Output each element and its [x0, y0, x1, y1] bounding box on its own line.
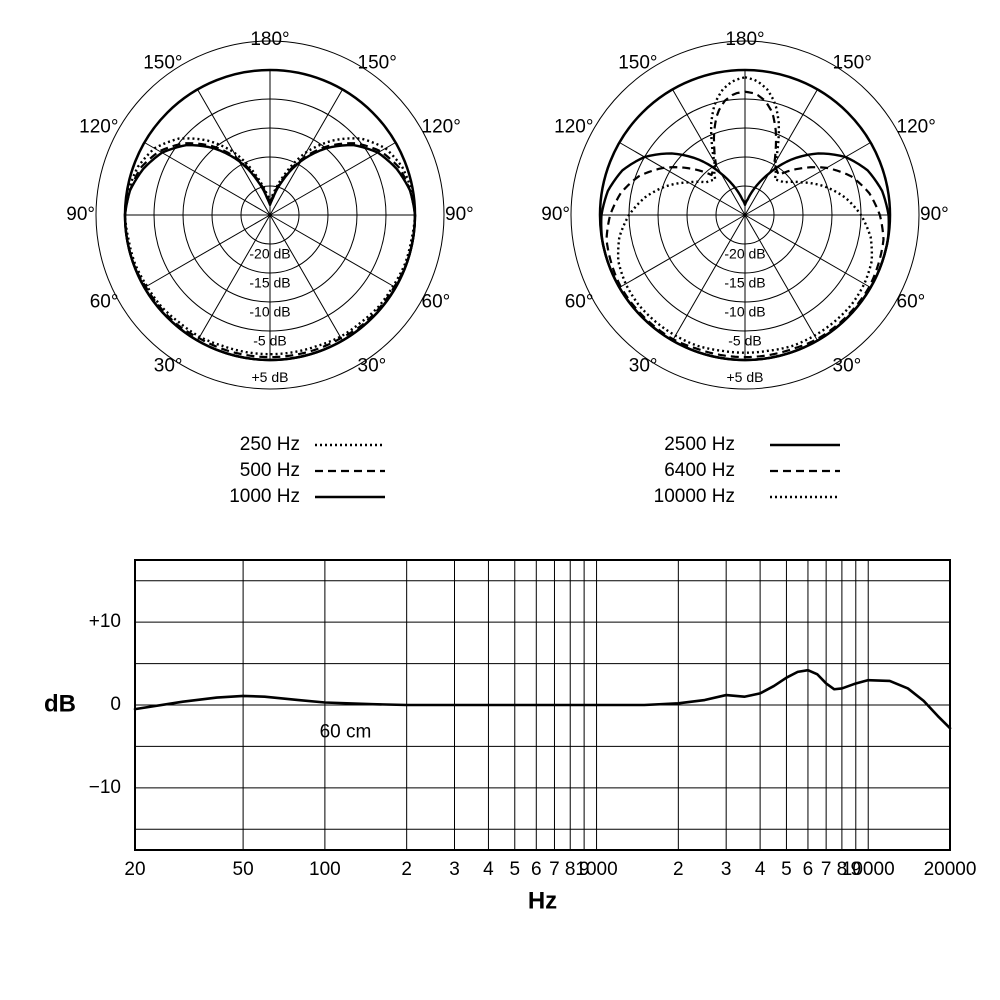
svg-text:10000 Hz: 10000 Hz	[654, 486, 735, 507]
svg-text:2500 Hz: 2500 Hz	[664, 434, 735, 455]
svg-text:-10 dB: -10 dB	[249, 304, 290, 320]
svg-text:-20 dB: -20 dB	[724, 246, 765, 262]
legend: 250 Hz 500 Hz 1000 Hz	[229, 434, 385, 507]
svg-text:50: 50	[233, 859, 254, 880]
svg-text:90°: 90°	[66, 204, 95, 225]
svg-text:+5 dB: +5 dB	[252, 369, 289, 385]
svg-text:7: 7	[821, 859, 832, 880]
polar-plot: 180° 150° 120° 90° 60° 30° 30° 60° 90° 120° 150° -2…	[541, 29, 948, 389]
svg-text:120°: 120°	[422, 117, 461, 138]
svg-text:6: 6	[803, 859, 814, 880]
svg-text:150°: 150°	[143, 52, 182, 73]
y-axis-label: dB	[44, 690, 76, 717]
svg-text:30°: 30°	[629, 356, 658, 377]
svg-text:100: 100	[309, 859, 341, 880]
svg-text:7: 7	[549, 859, 560, 880]
svg-text:60°: 60°	[565, 292, 594, 313]
svg-text:0: 0	[110, 694, 121, 715]
svg-text:60°: 60°	[90, 292, 119, 313]
svg-text:150°: 150°	[618, 52, 657, 73]
legend: 2500 Hz 6400 Hz 10000 Hz	[654, 434, 840, 507]
svg-text:5: 5	[509, 859, 520, 880]
svg-text:20: 20	[124, 859, 145, 880]
svg-text:30°: 30°	[833, 356, 862, 377]
svg-text:30°: 30°	[154, 356, 183, 377]
curve-annotation: 60 cm	[320, 721, 372, 742]
svg-text:1000 Hz: 1000 Hz	[229, 486, 300, 507]
svg-text:250 Hz: 250 Hz	[240, 434, 300, 455]
svg-text:6: 6	[531, 859, 542, 880]
svg-text:60°: 60°	[897, 292, 926, 313]
svg-text:-15 dB: -15 dB	[724, 275, 765, 291]
svg-text:+5 dB: +5 dB	[727, 369, 764, 385]
svg-text:3: 3	[449, 859, 460, 880]
svg-text:8: 8	[837, 859, 848, 880]
svg-text:4: 4	[755, 859, 766, 880]
microphone-spec-figure: { "figure": { "width": 1000, "height": 1…	[0, 0, 1000, 1000]
svg-text:20000: 20000	[924, 859, 977, 880]
svg-text:500 Hz: 500 Hz	[240, 460, 300, 481]
svg-text:120°: 120°	[79, 117, 118, 138]
svg-text:9: 9	[579, 859, 590, 880]
svg-text:8: 8	[565, 859, 576, 880]
svg-text:+10: +10	[89, 611, 121, 632]
svg-text:-20 dB: -20 dB	[249, 246, 290, 262]
svg-text:60°: 60°	[422, 292, 451, 313]
svg-text:6400 Hz: 6400 Hz	[664, 460, 735, 481]
x-axis-label: Hz	[528, 887, 557, 914]
response-curve	[135, 670, 950, 728]
svg-text:30°: 30°	[358, 356, 387, 377]
polar-plot: 180° 150° 120° 90° 60° 30° 30° 60° 90° 120° 150° -2…	[66, 29, 473, 389]
figure-svg: 180° 150° 120° 90° 60° 30° 30° 60° 90° 120° 150° -2…	[0, 0, 1000, 1000]
svg-text:-10 dB: -10 dB	[724, 304, 765, 320]
svg-text:-15 dB: -15 dB	[249, 275, 290, 291]
svg-text:-5 dB: -5 dB	[728, 333, 761, 349]
svg-text:120°: 120°	[897, 117, 936, 138]
frequency-response-chart: −100+10dB2050100100010000200002345678923…	[44, 560, 976, 914]
svg-text:180°: 180°	[250, 29, 289, 50]
svg-text:2: 2	[673, 859, 684, 880]
svg-text:3: 3	[721, 859, 732, 880]
svg-text:5: 5	[781, 859, 792, 880]
svg-text:90°: 90°	[920, 204, 949, 225]
svg-text:-5 dB: -5 dB	[253, 333, 286, 349]
svg-text:9: 9	[851, 859, 862, 880]
svg-text:90°: 90°	[445, 204, 474, 225]
svg-text:150°: 150°	[833, 52, 872, 73]
svg-text:90°: 90°	[541, 204, 570, 225]
svg-text:150°: 150°	[358, 52, 397, 73]
svg-text:180°: 180°	[725, 29, 764, 50]
svg-text:−10: −10	[89, 777, 121, 798]
svg-text:4: 4	[483, 859, 494, 880]
svg-text:2: 2	[401, 859, 412, 880]
svg-text:120°: 120°	[554, 117, 593, 138]
